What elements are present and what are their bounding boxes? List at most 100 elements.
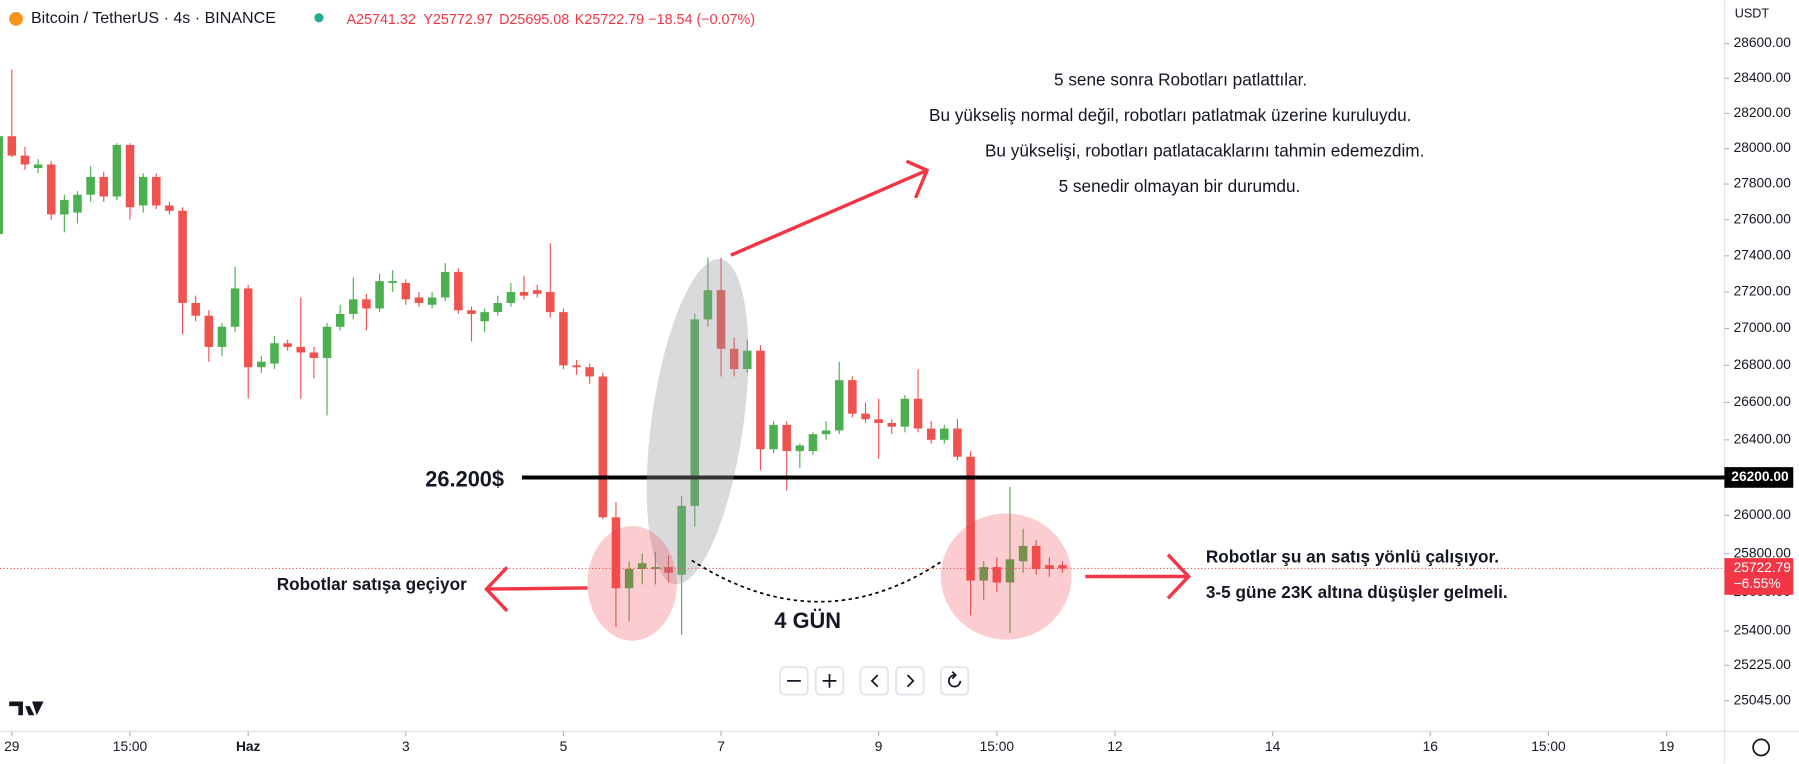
candle-body (966, 456, 975, 581)
candle-body (821, 430, 831, 435)
candle-body (979, 567, 988, 581)
candle-body (20, 155, 30, 165)
y-tick-label: 27800.00 (1734, 176, 1792, 191)
x-tick-label: 12 (1107, 739, 1122, 754)
candle-body (624, 568, 634, 589)
x-tick-label: 16 (1423, 739, 1439, 754)
highlight-ellipse (646, 258, 749, 585)
candle-body (1045, 565, 1054, 569)
settings-button[interactable] (1752, 738, 1771, 757)
annotation-top: Bu yükseliş normal değil, robotları patl… (929, 105, 1411, 125)
candle-body (375, 281, 384, 309)
candle-body (217, 326, 227, 347)
candle-body (270, 343, 279, 364)
icon (906, 674, 915, 688)
candle-body (677, 505, 686, 575)
y-tick-label: 27200.00 (1734, 284, 1792, 299)
x-tick-label: 19 (1659, 739, 1674, 754)
x-tick-label: 15:00 (113, 739, 148, 754)
candle-body (874, 419, 883, 423)
candle-body (138, 176, 148, 206)
y-tick-label: 25045.00 (1734, 692, 1792, 707)
annotation-top: 5 sene sonra Robotları patlattılar. (1054, 69, 1307, 89)
y-tick-label: 28200.00 (1734, 105, 1792, 120)
x-tick-label: 29 (4, 739, 19, 754)
scroll-left-button[interactable] (859, 666, 889, 696)
highlight-circle-left (587, 525, 677, 641)
x-tick-label: 7 (717, 739, 725, 754)
candle-body (191, 302, 200, 316)
candle-body (519, 292, 529, 296)
candle-body (532, 290, 542, 294)
btc-icon (9, 11, 23, 26)
candle-body (467, 310, 476, 314)
candle-body (913, 398, 923, 429)
candle-body (165, 205, 174, 211)
candle-body (887, 422, 897, 427)
candle-body (73, 194, 82, 213)
candle-body (769, 424, 778, 450)
y-tick-label: 26800.00 (1734, 357, 1792, 372)
y-tick-label: 26600.00 (1734, 394, 1792, 409)
y-tick-label: 28400.00 (1734, 70, 1792, 85)
y-tick-label: 27400.00 (1734, 247, 1792, 262)
y-tick-label: 25225.00 (1734, 657, 1792, 672)
candle-body (362, 299, 371, 309)
arrow-up (730, 159, 930, 257)
y-tick-label: 25800.00 (1734, 545, 1792, 560)
level-price-tag (1724, 467, 1794, 488)
ohlc-high: Y25772.97 (423, 12, 492, 28)
currency-label[interactable]: USDT (1735, 7, 1770, 21)
candle-body (651, 567, 660, 569)
candle-body (152, 176, 161, 206)
x-tick-label: Haz (236, 739, 261, 754)
candle-body (204, 315, 214, 347)
candle-body (572, 365, 581, 368)
y-tick-label: 28600.00 (1734, 35, 1792, 50)
y-tick-label: 25400.00 (1734, 623, 1792, 638)
candle-body (585, 367, 594, 377)
candle-body (1031, 545, 1041, 569)
ohlc-close: K25722.79 (575, 12, 644, 28)
icon (822, 673, 837, 688)
x-tick-label: 3 (402, 739, 410, 754)
candle-body (611, 517, 621, 589)
annotation-middle: 4 GÜN (774, 608, 841, 633)
candle-body (834, 380, 844, 431)
ohlc-low: D25695.08 (499, 12, 569, 28)
reset-button[interactable] (939, 666, 970, 696)
candle-body (349, 299, 358, 314)
annotation-left: Robotlar satışa geçiyor (277, 574, 467, 594)
dotted-arc (691, 559, 944, 603)
scroll-right-button[interactable] (895, 666, 925, 696)
y-tick-label: 26000.00 (1734, 507, 1792, 522)
status-dot (314, 13, 324, 23)
y-tick-label: 27000.00 (1734, 320, 1792, 335)
candle-body (125, 145, 135, 208)
candle-body (940, 428, 949, 440)
annotation-right: 3-5 güne 23K altına düşüşler gelmeli. (1206, 582, 1508, 602)
level-price-label: 26200.00 (1731, 469, 1789, 484)
last-price-change: −6.55% (1734, 576, 1781, 591)
candle-body (60, 200, 69, 215)
last-price-label: 25722.79 (1734, 560, 1791, 575)
annotation-top: 5 senedir olmayan bir durumdu. (1059, 176, 1301, 196)
symbol-title: Bitcoin / TetherUS · 4s · BINANCE (31, 9, 276, 27)
candle-body (756, 350, 765, 450)
plot: 28600.00 28400.00 28200.00 28000.00 27800.00… (0, 35, 1794, 754)
icon (948, 671, 962, 688)
candle-body (99, 176, 109, 197)
candle-body (926, 428, 936, 440)
candle-body (112, 145, 122, 197)
candle-body (900, 398, 910, 427)
candle-body (690, 319, 700, 506)
x-tick-label: 14 (1265, 739, 1281, 754)
candle-body (559, 312, 568, 366)
tv-logo[interactable] (9, 701, 44, 716)
x-tick-label: 15:00 (1531, 739, 1566, 754)
annotation-right: Robotlar şu an satış yönlü çalışıyor. (1206, 547, 1499, 567)
candle-body (953, 428, 962, 457)
candle-body (992, 567, 1002, 583)
y-tick-label: 27600.00 (1734, 211, 1792, 226)
candle-body (716, 290, 726, 349)
